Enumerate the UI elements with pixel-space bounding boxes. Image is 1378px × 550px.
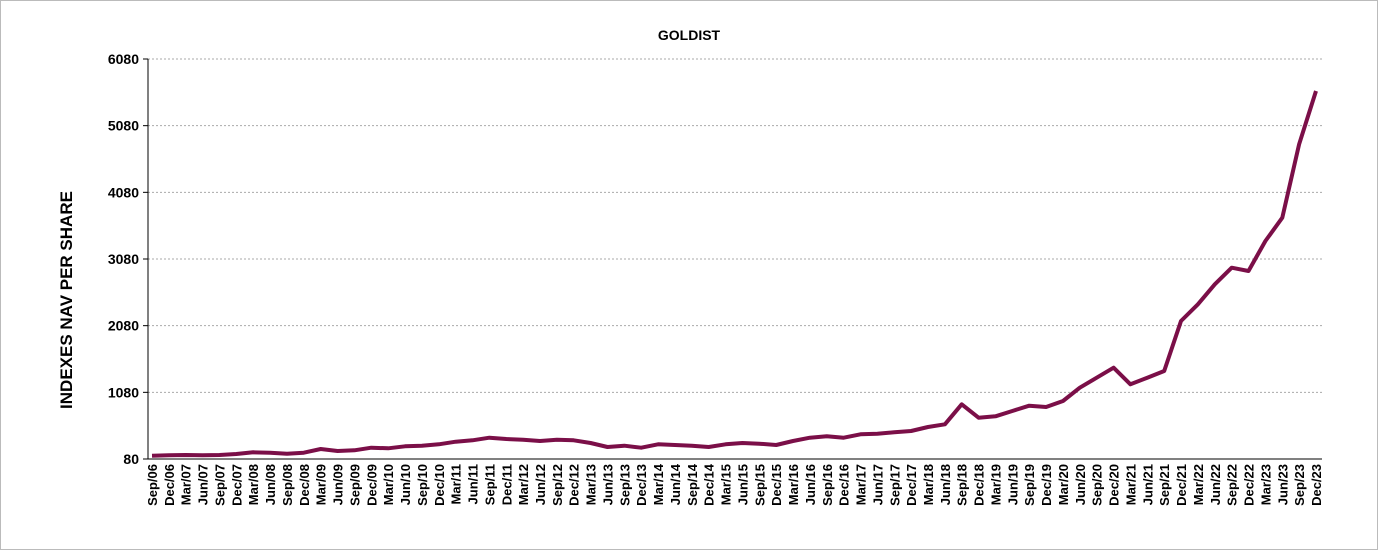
x-tick-label: Dec/11 — [499, 464, 514, 505]
x-tick-label: Mar/09 — [314, 464, 329, 505]
x-tick-label: Mar/17 — [854, 464, 869, 505]
x-tick-label: Mar/15 — [719, 464, 734, 505]
x-tick-label: Mar/22 — [1191, 464, 1206, 505]
x-tick-label: Jun/08 — [263, 464, 278, 505]
x-tick-label: Jun/07 — [196, 464, 211, 505]
x-tick-label: Dec/15 — [769, 464, 784, 506]
y-tick-label: 80 — [123, 451, 139, 467]
x-tick-label: Jun/23 — [1275, 464, 1290, 505]
x-tick-label: Mar/21 — [1123, 464, 1138, 505]
x-tick-label: Dec/12 — [567, 464, 582, 506]
x-tick-label: Sep/10 — [415, 464, 430, 506]
x-tick-label: Jun/12 — [533, 464, 548, 505]
x-tick-label: Mar/14 — [651, 463, 666, 505]
y-tick-label: 2080 — [108, 318, 139, 334]
y-tick-label: 5080 — [108, 118, 139, 134]
x-tick-label: Jun/18 — [938, 464, 953, 505]
x-tick-label: Mar/12 — [516, 464, 531, 505]
x-tick-label: Mar/16 — [786, 464, 801, 505]
x-tick-label: Sep/06 — [145, 464, 160, 506]
x-tick-label: Sep/11 — [482, 464, 497, 505]
x-tick-label: Jun/21 — [1140, 464, 1155, 505]
x-tick-label: Dec/20 — [1107, 464, 1122, 506]
x-tick-label: Mar/11 — [449, 464, 464, 504]
x-tick-label: Jun/10 — [398, 464, 413, 505]
y-axis-title: INDEXES NAV PER SHARE — [57, 191, 76, 409]
x-tick-label: Jun/16 — [803, 464, 818, 505]
x-tick-label: Dec/06 — [162, 464, 177, 506]
x-tick-label: Jun/15 — [735, 464, 750, 505]
x-tick-label: Jun/20 — [1073, 464, 1088, 505]
x-tick-label: Dec/09 — [364, 464, 379, 506]
x-tick-label: Sep/17 — [887, 464, 902, 506]
x-tick-label: Jun/09 — [331, 464, 346, 505]
x-tick-label: Jun/13 — [600, 464, 615, 505]
x-tick-label: Sep/19 — [1022, 464, 1037, 506]
x-tick-label: Dec/22 — [1242, 464, 1257, 506]
x-tick-label: Dec/13 — [634, 464, 649, 506]
x-tick-label: Dec/17 — [904, 464, 919, 506]
x-tick-label: Sep/15 — [752, 464, 767, 506]
y-tick-label: 3080 — [108, 251, 139, 267]
x-tick-label: Dec/08 — [297, 464, 312, 506]
x-tick-label: Jun/17 — [870, 464, 885, 505]
y-tick-label: 6080 — [108, 51, 139, 67]
x-tick-label: Mar/07 — [179, 464, 194, 505]
x-tick-label: Dec/18 — [972, 464, 987, 506]
x-tick-label: Sep/14 — [685, 463, 700, 506]
x-tick-label: Dec/16 — [837, 464, 852, 506]
x-tick-label: Mar/08 — [246, 464, 261, 505]
y-tick-label: 4080 — [108, 184, 139, 200]
x-tick-label: Jun/11 — [466, 464, 481, 504]
x-tick-label: Jun/14 — [668, 463, 683, 505]
y-tick-label: 1080 — [108, 384, 139, 400]
x-tick-label: Dec/23 — [1309, 464, 1324, 506]
data-line — [151, 90, 1318, 458]
x-tick-label: Mar/19 — [988, 464, 1003, 505]
x-tick-label: Dec/19 — [1039, 464, 1054, 506]
x-tick-label: Mar/10 — [381, 464, 396, 505]
x-tick-label: Sep/08 — [280, 464, 295, 506]
x-tick-label: Sep/12 — [550, 464, 565, 506]
x-tick-label: Mar/18 — [921, 464, 936, 505]
x-tick-label: Sep/18 — [955, 464, 970, 506]
x-tick-label: Mar/20 — [1056, 464, 1071, 505]
x-tick-label: Sep/07 — [212, 464, 227, 506]
x-tick-label: Sep/22 — [1225, 464, 1240, 506]
x-tick-label: Jun/19 — [1005, 464, 1020, 505]
x-tick-label: Sep/21 — [1157, 464, 1172, 506]
x-tick-label: Dec/10 — [432, 464, 447, 506]
x-tick-label: Sep/23 — [1292, 464, 1307, 506]
x-tick-label: Sep/09 — [347, 464, 362, 506]
x-tick-label: Jun/22 — [1208, 464, 1223, 505]
x-tick-label: Dec/21 — [1174, 464, 1189, 506]
x-tick-label: Dec/07 — [229, 464, 244, 506]
x-tick-label: Sep/20 — [1090, 464, 1105, 506]
x-tick-label: Mar/23 — [1258, 464, 1273, 505]
x-tick-label: Mar/13 — [584, 464, 599, 505]
x-tick-label: Sep/16 — [820, 464, 835, 506]
x-tick-label: Dec/14 — [702, 463, 717, 506]
x-tick-label: Sep/13 — [617, 464, 632, 506]
chart-title: GOLDIST — [658, 27, 721, 43]
